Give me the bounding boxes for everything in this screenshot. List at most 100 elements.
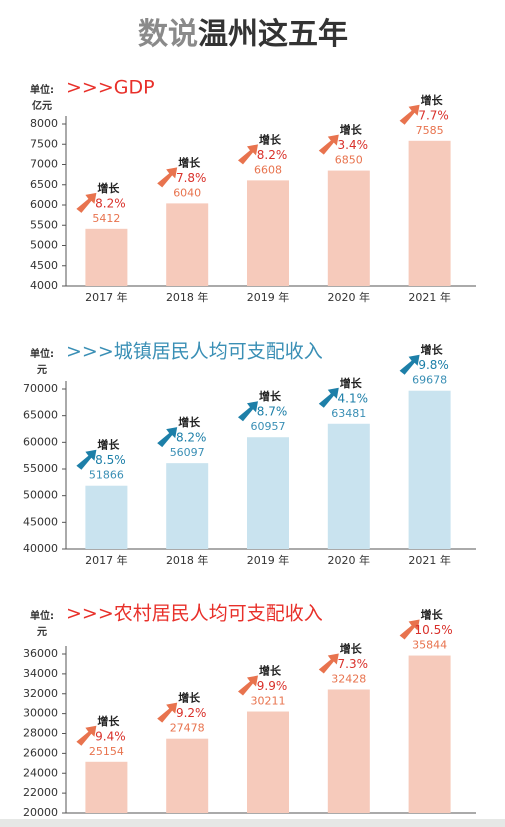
growth-value: 9.2%	[176, 706, 207, 720]
value-label: 6608	[254, 163, 282, 176]
bar	[247, 180, 289, 286]
y-tick-label: 45000	[23, 515, 58, 528]
unit-label: 亿元	[32, 99, 52, 112]
y-tick-label: 20000	[23, 806, 58, 819]
y-tick-label: 70000	[23, 382, 58, 395]
y-tick-label: 24000	[23, 766, 58, 779]
y-tick-label: 7000	[30, 158, 58, 171]
x-tick-label: 2018 年	[166, 553, 209, 567]
value-label: 25154	[89, 745, 124, 758]
y-tick-label: 36000	[23, 647, 58, 660]
growth-arrow	[399, 619, 420, 640]
chart-title: >>>城镇居民人均可支配收入	[66, 341, 323, 363]
page-title: 数说温州这五年	[138, 17, 348, 52]
growth-arrow	[399, 104, 420, 125]
growth-label: 增长	[178, 691, 201, 705]
value-label: 60957	[251, 420, 286, 433]
bar	[166, 738, 209, 813]
x-tick-label: 2018 年	[166, 290, 209, 304]
growth-arrow	[157, 427, 178, 448]
growth-label: 增长	[259, 389, 282, 403]
growth-value: 9.8%	[418, 358, 449, 372]
y-tick-label: 6000	[30, 198, 58, 211]
value-label: 51866	[89, 469, 124, 482]
bottom-strip	[0, 819, 505, 827]
y-tick-label: 55000	[23, 462, 58, 475]
y-tick-label: 60000	[23, 435, 58, 448]
growth-arrow	[399, 354, 420, 375]
bar	[327, 170, 370, 286]
x-tick-label: 2020 年	[328, 553, 371, 567]
bar	[408, 140, 451, 286]
growth-arrow	[238, 401, 258, 422]
unit-label: 单位:	[30, 609, 54, 622]
y-tick-label: 8000	[30, 117, 58, 130]
growth-label: 增长	[340, 123, 363, 137]
growth-value: 8.7%	[257, 405, 288, 419]
value-label: 69678	[412, 374, 447, 387]
growth-label: 增长	[340, 641, 363, 655]
bar	[247, 437, 289, 549]
growth-arrow	[76, 192, 97, 213]
unit-label: 单位:	[30, 347, 54, 360]
growth-value: 9.9%	[257, 679, 288, 693]
growth-value: 9.4%	[95, 729, 126, 743]
growth-label: 增长	[97, 714, 120, 728]
bar	[327, 689, 370, 813]
y-tick-label: 5500	[30, 218, 58, 231]
y-tick-label: 22000	[23, 786, 58, 799]
value-label: 56097	[170, 446, 205, 459]
y-tick-label: 26000	[23, 746, 58, 759]
growth-value: 4.1%	[338, 391, 369, 405]
growth-label: 增长	[97, 181, 120, 195]
x-tick-label: 2020 年	[328, 290, 371, 304]
unit-label: 元	[37, 626, 47, 638]
y-tick-label: 34000	[23, 667, 58, 680]
growth-label: 增长	[259, 664, 282, 678]
value-label: 32428	[331, 672, 366, 685]
x-tick-label: 2017 年	[85, 553, 128, 567]
value-label: 5412	[92, 212, 120, 225]
chart-title: >>>GDP	[66, 77, 155, 99]
x-tick-label: 2017 年	[85, 290, 128, 304]
value-label: 7585	[416, 124, 444, 137]
growth-value: 10.5%	[415, 623, 453, 637]
growth-arrow	[157, 702, 178, 723]
growth-arrow	[318, 653, 339, 674]
bar	[85, 485, 128, 549]
bar	[166, 203, 209, 286]
growth-label: 增长	[97, 438, 120, 452]
value-label: 30211	[251, 695, 286, 708]
y-tick-label: 5000	[30, 239, 58, 252]
y-tick-label: 4500	[30, 259, 58, 272]
value-label: 63481	[331, 407, 366, 420]
growth-label: 增长	[421, 608, 444, 622]
growth-label: 增长	[178, 155, 201, 169]
growth-label: 增长	[178, 415, 201, 429]
bar	[408, 655, 451, 813]
bar	[327, 423, 370, 549]
growth-arrow	[318, 387, 339, 408]
growth-arrow	[76, 725, 97, 746]
growth-arrow	[238, 144, 258, 165]
unit-label: 元	[37, 364, 47, 376]
growth-value: 7.3%	[338, 657, 369, 671]
chart-title: >>>农村居民人均可支配收入	[66, 603, 323, 625]
bar	[166, 463, 209, 549]
y-tick-label: 4000	[30, 279, 58, 292]
growth-label: 增长	[421, 343, 444, 357]
x-tick-label: 2021 年	[408, 553, 451, 567]
growth-value: 7.8%	[176, 171, 207, 185]
value-label: 27478	[170, 722, 205, 735]
bar	[247, 711, 289, 813]
bar	[85, 761, 128, 813]
growth-value: 8.5%	[95, 453, 126, 467]
x-tick-label: 2021 年	[408, 290, 451, 304]
bar	[85, 228, 128, 286]
y-tick-label: 50000	[23, 489, 58, 502]
growth-arrow	[318, 134, 339, 155]
growth-arrow	[238, 675, 258, 696]
x-tick-label: 2019 年	[247, 553, 290, 567]
y-tick-label: 30000	[23, 707, 58, 720]
